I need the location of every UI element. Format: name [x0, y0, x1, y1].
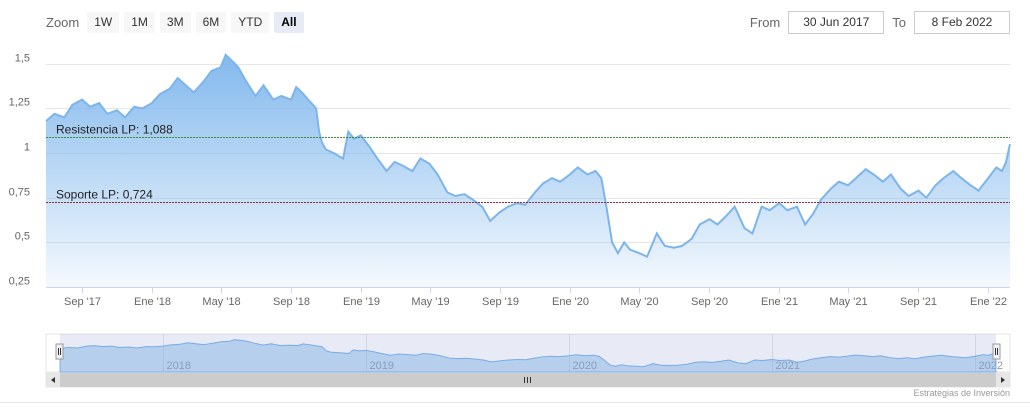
navigator-year-label: 2019 [370, 360, 394, 372]
navigator-handle-left[interactable] [55, 343, 64, 360]
x-tick-label: Ene '21 [761, 296, 798, 308]
to-date-input[interactable]: 8 Feb 2022 [914, 11, 1010, 34]
scrollbar-right-arrow[interactable] [996, 373, 1010, 387]
zoom-ytd-button[interactable]: YTD [231, 11, 270, 33]
y-tick-label: 0,75 [9, 187, 30, 199]
x-tick-label: May '20 [620, 296, 658, 308]
y-tick-label: 1,25 [9, 97, 30, 109]
to-label: To [892, 15, 906, 30]
x-tick-label: Ene '22 [970, 296, 1007, 308]
credits[interactable]: Estrategias de Inversión [913, 388, 1010, 398]
navigator-background [45, 333, 1011, 373]
navigator-year-label: 2018 [167, 360, 191, 372]
series-line [45, 53, 1011, 259]
navigator-grid: 2018 2019 2020 2021 2022 [163, 334, 1003, 372]
from-date-input[interactable]: 30 Jun 2017 [788, 11, 885, 34]
zoom-label: Zoom [46, 14, 80, 30]
x-tick-label: Sep '20 [691, 296, 728, 308]
y-axis: 0,25 0,5 0,75 1 1,25 1,5 [9, 53, 1010, 288]
y-tick-label: 0,25 [9, 276, 30, 288]
zoom-6m-button[interactable]: 6M [195, 11, 227, 33]
navigator-year-label: 2022 [979, 360, 1003, 372]
x-tick-label: May '18 [202, 296, 240, 308]
zoom-1w-button[interactable]: 1W [87, 11, 120, 33]
plot-lines: Resistencia LP: 1,088 Soporte LP: 0,724 [46, 123, 1010, 203]
y-tick-label: 1 [24, 142, 30, 154]
x-tick-label: Ene '18 [134, 296, 171, 308]
zoom-all-button[interactable]: All [274, 11, 304, 33]
navigator-handle-right[interactable] [992, 343, 1001, 360]
x-tick-label: Sep '18 [273, 296, 310, 308]
arrow-right-icon [1001, 377, 1005, 383]
scrollbar-left-arrow[interactable] [46, 373, 60, 387]
navigator-year-label: 2021 [776, 360, 800, 372]
x-tick-label: Sep '21 [900, 296, 937, 308]
x-axis: Sep '17 Ene '18 May '18 Sep '18 Ene '19 May '… [64, 287, 1007, 308]
from-label: From [749, 15, 781, 30]
plot-line-label: Resistencia LP: 1,088 [56, 123, 173, 137]
x-tick-label: Ene '19 [343, 296, 380, 308]
plot-line-label: Soporte LP: 0,724 [56, 188, 153, 202]
x-tick-label: Sep '17 [64, 296, 101, 308]
zoom-3m-button[interactable]: 3M [159, 11, 191, 33]
zoom-selector: Zoom 1W 1M 3M 6M YTD All [46, 11, 309, 33]
x-tick-label: May '19 [411, 296, 449, 308]
zoom-1m-button[interactable]: 1M [124, 11, 155, 33]
arrow-left-icon [51, 377, 55, 383]
navigator-series-area [59, 339, 997, 373]
date-range-inputs: From 30 Jun 2017 To 8 Feb 2022 [742, 11, 1010, 34]
y-tick-label: 1,5 [15, 53, 30, 65]
navigator-year-label: 2020 [573, 360, 597, 372]
series-area [46, 54, 1010, 288]
x-tick-label: Ene '20 [552, 296, 589, 308]
x-tick-label: Sep '19 [482, 296, 519, 308]
scrollbar-grip-icon [524, 377, 531, 383]
x-tick-label: May '21 [829, 296, 867, 308]
y-tick-label: 0,5 [15, 231, 30, 243]
navigator-selection[interactable] [60, 334, 996, 372]
